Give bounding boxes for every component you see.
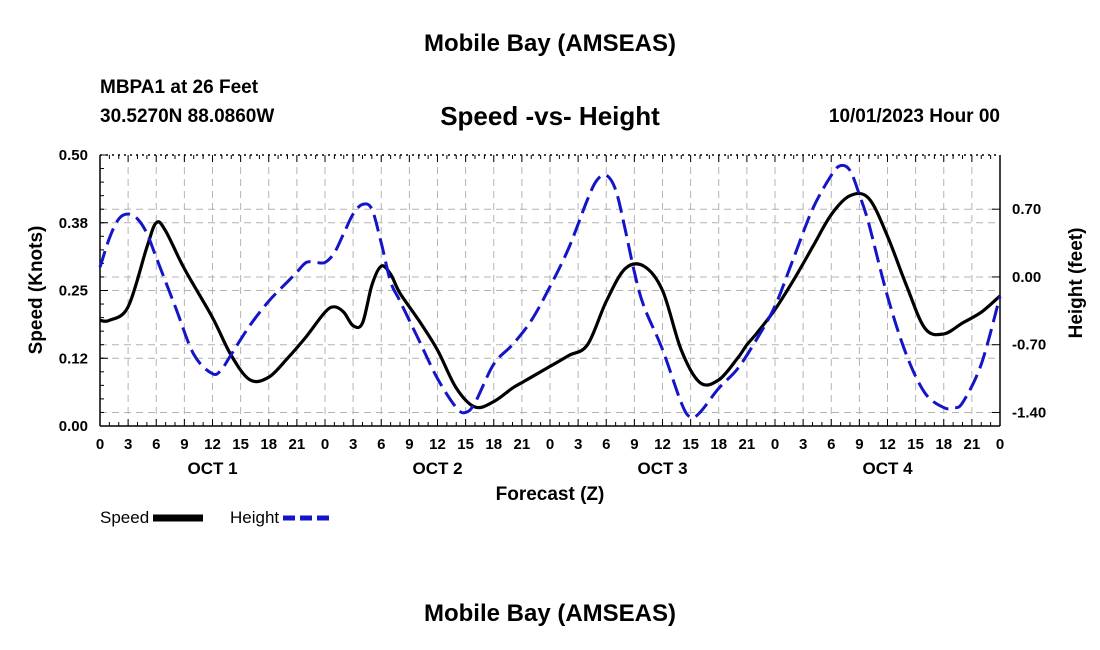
x-tick-label: 0 <box>96 436 104 453</box>
series-line-height <box>98 163 1002 420</box>
x-tick-label: 15 <box>682 436 699 453</box>
x-tick-label: 21 <box>739 436 756 453</box>
y-right-tick-label: 0.00 <box>1012 269 1041 286</box>
x-tick-label: 15 <box>457 436 474 453</box>
y-right-tick-label: -1.40 <box>1012 404 1046 421</box>
page-title: Mobile Bay (AMSEAS) <box>423 30 677 57</box>
legend-height-swatch <box>283 515 334 521</box>
x-tick-label: 18 <box>485 436 502 453</box>
axes-layer: 0 3 6 9 12 15 18 21 0 3 6 9 12 15 18 21 0 3 6 9 12 15 18 21 0 3 6 9… <box>59 147 1046 478</box>
x-tick-label: 6 <box>152 436 160 453</box>
x-axis-label: Forecast (Z) <box>496 484 605 505</box>
x-tick-label: 12 <box>429 436 446 453</box>
day-label: OCT 3 <box>637 459 687 478</box>
x-tick-label: 21 <box>964 436 981 453</box>
x-tick-label: 18 <box>260 436 277 453</box>
y-left-tick-label: 0.50 <box>59 147 88 164</box>
labels-layer: Forecast (Z) Speed (Knots) Height (feet) <box>26 226 1087 505</box>
x-tick-label: 0 <box>771 436 779 453</box>
x-tick-label: 3 <box>349 436 357 453</box>
x-tick-label: 15 <box>907 436 924 453</box>
y-axis-right-label: Height (feet) <box>1066 228 1087 339</box>
forecast-time: 10/01/2023 Hour 00 <box>828 106 1000 127</box>
x-tick-label: 3 <box>124 436 132 453</box>
y-right-tick-label: 0.70 <box>1012 201 1041 218</box>
x-tick-label: 21 <box>514 436 531 453</box>
x-tick-label: 0 <box>996 436 1004 453</box>
chart-title: Speed -vs- Height <box>440 101 660 131</box>
x-tick-label: 12 <box>879 436 896 453</box>
x-tick-label: 9 <box>630 436 638 453</box>
x-tick-label: 18 <box>935 436 952 453</box>
x-tick-label: 9 <box>855 436 863 453</box>
legend-height: Height <box>230 508 335 528</box>
x-tick-label: 6 <box>827 436 835 453</box>
series-line-speed <box>99 191 1002 410</box>
x-tick-label: 6 <box>377 436 385 453</box>
legend-height-label: Height <box>230 508 280 527</box>
day-label: OCT 4 <box>862 459 913 478</box>
y-left-tick-label: 0.12 <box>59 350 88 367</box>
x-tick-label: 0 <box>546 436 554 453</box>
x-tick-label: 9 <box>405 436 413 453</box>
station-name: MBPA1 at 26 Feet <box>100 77 259 98</box>
legend-speed-label: Speed <box>100 508 150 527</box>
x-tick-label: 18 <box>710 436 727 453</box>
x-tick-label: 0 <box>321 436 329 453</box>
x-tick-label: 12 <box>204 436 221 453</box>
x-tick-label: 21 <box>289 436 306 453</box>
x-tick-label: 6 <box>602 436 610 453</box>
x-tick-label: 15 <box>232 436 249 453</box>
x-tick-label: 12 <box>654 436 671 453</box>
legend-speed-swatch <box>153 514 204 522</box>
y-axis-left-label: Speed (Knots) <box>26 226 47 355</box>
legend-speed: Speed <box>100 508 205 528</box>
station-coordinates: 30.5270N 88.0860W <box>100 106 275 127</box>
footer-title: Mobile Bay (AMSEAS) <box>423 600 677 627</box>
y-left-tick-label: 0.38 <box>59 215 88 232</box>
y-left-tick-label: 0.00 <box>59 418 88 435</box>
x-tick-label: 9 <box>180 436 188 453</box>
y-right-tick-label: -0.70 <box>1012 337 1046 354</box>
x-tick-label: 3 <box>574 436 582 453</box>
x-tick-label: 3 <box>799 436 807 453</box>
day-label: OCT 1 <box>187 459 237 478</box>
y-left-tick-label: 0.25 <box>59 283 88 300</box>
series-layer <box>98 163 1002 420</box>
day-label: OCT 2 <box>412 459 462 478</box>
